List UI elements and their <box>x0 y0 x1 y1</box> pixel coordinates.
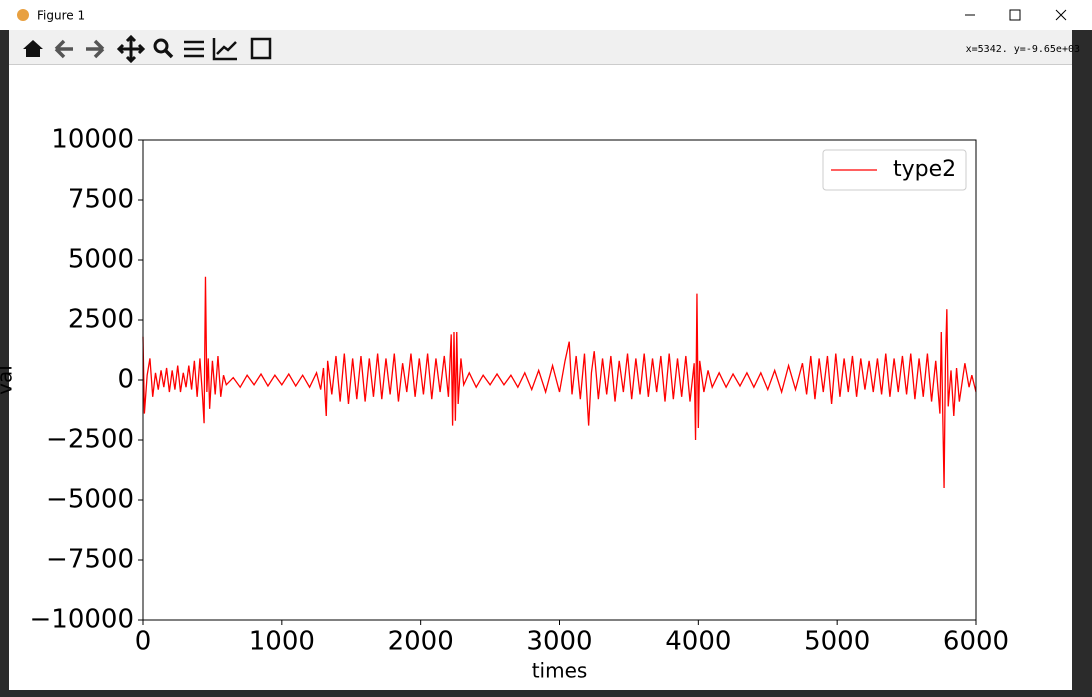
save-button[interactable] <box>250 37 272 60</box>
forward-button[interactable] <box>86 39 105 59</box>
x-tick-label: 6000 <box>943 627 1009 657</box>
y-tick-label: −2500 <box>46 425 134 455</box>
app-icon <box>17 9 29 21</box>
y-tick-label: 10000 <box>51 125 134 155</box>
y-tick-label: 7500 <box>68 185 134 215</box>
y-tick-label: 2500 <box>68 305 134 335</box>
legend-frame <box>822 149 967 191</box>
legend: type2 <box>822 149 967 191</box>
plot: −10000 −7500 −5000 −2500 0 2500 5000 7500 10000 0… <box>0 125 1009 683</box>
axes-frame <box>142 139 977 621</box>
window-title: Figure 1 <box>37 9 85 23</box>
x-tick-label: 5000 <box>804 627 870 657</box>
y-tick-label: 0 <box>117 365 134 395</box>
y-axis-label: val <box>0 365 17 395</box>
y-tick-label: −10000 <box>30 605 135 635</box>
coordinates: x=5342. y=-9.65e+03 <box>966 44 1080 55</box>
maximize-button[interactable] <box>1009 9 1021 21</box>
configure-button[interactable] <box>184 40 204 58</box>
zoom-button[interactable] <box>153 38 169 54</box>
close-button[interactable] <box>1055 9 1067 21</box>
x-tick-label: 1000 <box>249 627 315 657</box>
toolbar <box>9 30 1072 65</box>
home-button[interactable] <box>23 40 43 57</box>
data-line <box>142 276 977 489</box>
zoom-handle <box>163 48 174 59</box>
back-button[interactable] <box>54 39 73 59</box>
x-tick-label: 4000 <box>665 627 731 657</box>
y-tick-label: −5000 <box>46 485 134 515</box>
y-tick-label: −7500 <box>46 545 134 575</box>
x-tick-label: 2000 <box>388 627 454 657</box>
title-bar <box>0 0 1092 30</box>
x-axis-label: times <box>532 659 588 683</box>
x-tick-label: 3000 <box>526 627 592 657</box>
edit-axis-button[interactable] <box>212 38 237 61</box>
legend-label: type2 <box>893 157 956 182</box>
x-tick-label: 0 <box>135 627 152 657</box>
y-tick-label: 5000 <box>68 245 134 275</box>
pan-button[interactable] <box>116 34 146 64</box>
